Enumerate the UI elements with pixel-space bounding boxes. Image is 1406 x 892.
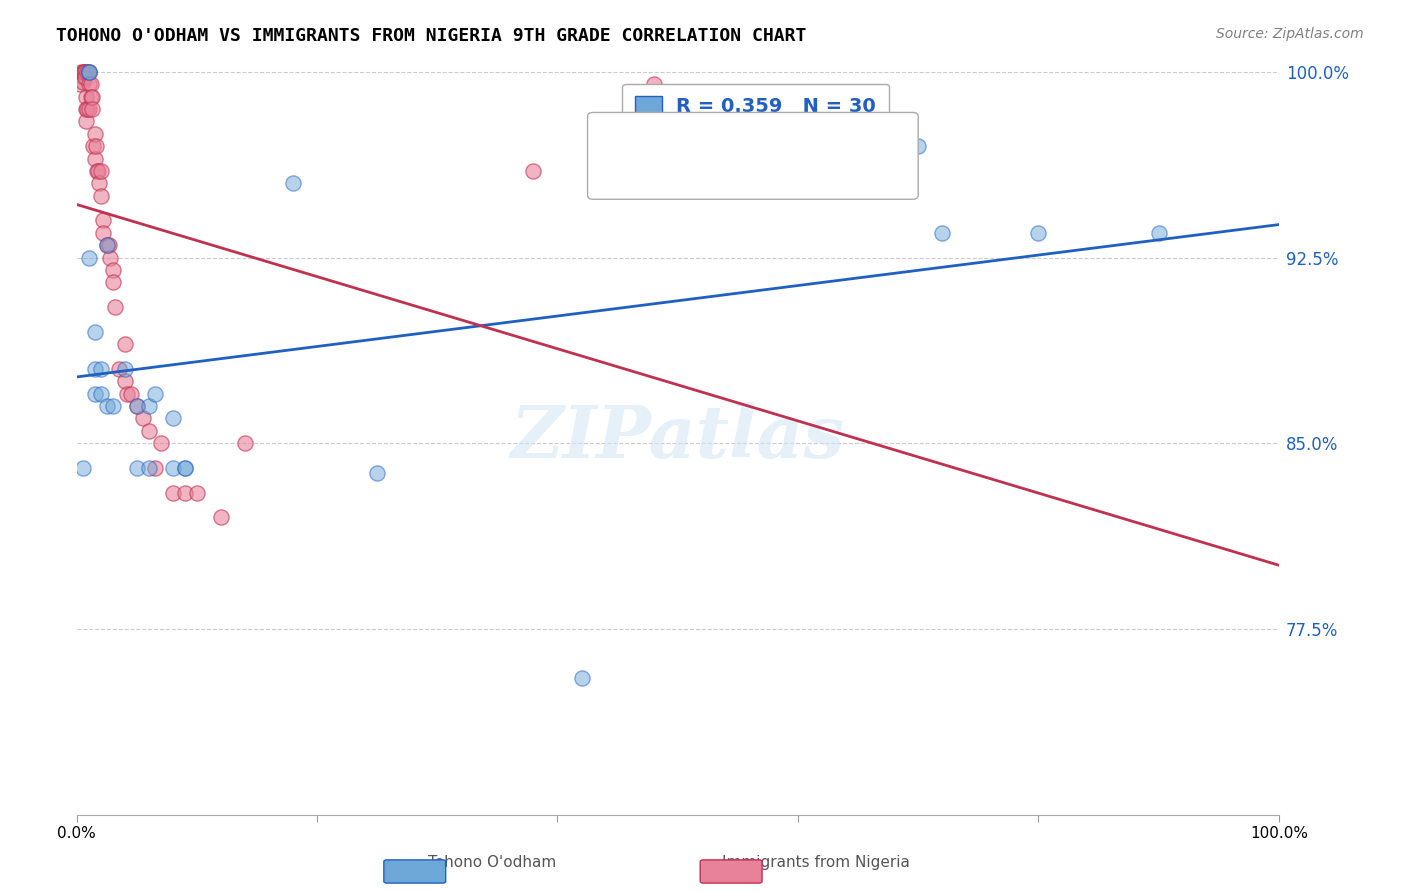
Point	[90, 188, 112, 202]
Point	[233, 436, 256, 450]
Point	[115, 386, 138, 401]
Point	[162, 411, 184, 425]
Text: TOHONO O'ODHAM VS IMMIGRANTS FROM NIGERIA 9TH GRADE CORRELATION CHART: TOHONO O'ODHAM VS IMMIGRANTS FROM NIGERI…	[56, 27, 807, 45]
Point	[87, 164, 110, 178]
Point	[281, 177, 304, 191]
Point	[82, 102, 104, 116]
Point	[82, 89, 104, 103]
Point	[125, 399, 148, 413]
Legend: R = 0.359   N = 30, R = 0.414   N = 55: R = 0.359 N = 30, R = 0.414 N = 55	[623, 84, 890, 155]
Point	[75, 89, 97, 103]
Point	[149, 436, 172, 450]
Point	[1147, 226, 1170, 240]
Point	[1028, 226, 1050, 240]
Point	[643, 78, 665, 92]
Point	[80, 89, 103, 103]
Point	[84, 139, 107, 153]
Point	[186, 485, 208, 500]
Point	[73, 65, 96, 79]
Point	[83, 152, 105, 166]
Point	[83, 386, 105, 401]
Point	[114, 375, 136, 389]
Text: ZIPatlas: ZIPatlas	[510, 401, 845, 473]
Point	[104, 300, 127, 314]
Point	[82, 139, 104, 153]
Point	[90, 362, 112, 376]
Text: Source: ZipAtlas.com: Source: ZipAtlas.com	[1216, 27, 1364, 41]
Point	[73, 65, 96, 79]
Point	[107, 362, 129, 376]
Point	[91, 213, 114, 227]
Point	[114, 362, 136, 376]
Point	[86, 164, 108, 178]
FancyBboxPatch shape	[588, 112, 918, 199]
Point	[173, 461, 195, 475]
Point	[125, 399, 148, 413]
Point	[77, 65, 100, 79]
Point	[114, 337, 136, 351]
Point	[162, 461, 184, 475]
Point	[72, 70, 94, 84]
Point	[77, 78, 100, 92]
Point	[101, 399, 124, 413]
Point	[83, 325, 105, 339]
Point	[366, 466, 388, 480]
Point	[77, 65, 100, 79]
Point	[75, 114, 97, 128]
Point	[83, 127, 105, 141]
Point	[787, 177, 810, 191]
Text: Tohono O'odham: Tohono O'odham	[427, 855, 557, 870]
Point	[90, 164, 112, 178]
Point	[73, 65, 96, 79]
Point	[571, 672, 593, 686]
Point	[96, 399, 118, 413]
Point	[138, 461, 160, 475]
Point	[101, 276, 124, 290]
Point	[76, 65, 98, 79]
Point	[77, 251, 100, 265]
Point	[143, 386, 166, 401]
Point	[91, 226, 114, 240]
Point	[173, 461, 195, 475]
Point	[907, 139, 929, 153]
Point	[173, 485, 195, 500]
Point	[76, 102, 98, 116]
Point	[138, 399, 160, 413]
Point	[931, 226, 953, 240]
Point	[209, 510, 232, 524]
Point	[77, 102, 100, 116]
Point	[131, 411, 153, 425]
Point	[98, 251, 121, 265]
Point	[125, 461, 148, 475]
Point	[96, 238, 118, 252]
Point	[138, 424, 160, 438]
Point	[69, 78, 91, 92]
Point	[162, 485, 184, 500]
Point	[72, 461, 94, 475]
Text: Immigrants from Nigeria: Immigrants from Nigeria	[721, 855, 910, 870]
Point	[73, 70, 96, 84]
Point	[98, 238, 121, 252]
Point	[77, 65, 100, 79]
Point	[72, 75, 94, 89]
Point	[70, 65, 93, 79]
Point	[96, 238, 118, 252]
Point	[83, 362, 105, 376]
Point	[89, 177, 111, 191]
Point	[90, 386, 112, 401]
Point	[72, 65, 94, 79]
Point	[522, 164, 544, 178]
Point	[120, 386, 142, 401]
Point	[143, 461, 166, 475]
Point	[80, 78, 103, 92]
Point	[75, 102, 97, 116]
Point	[101, 263, 124, 277]
